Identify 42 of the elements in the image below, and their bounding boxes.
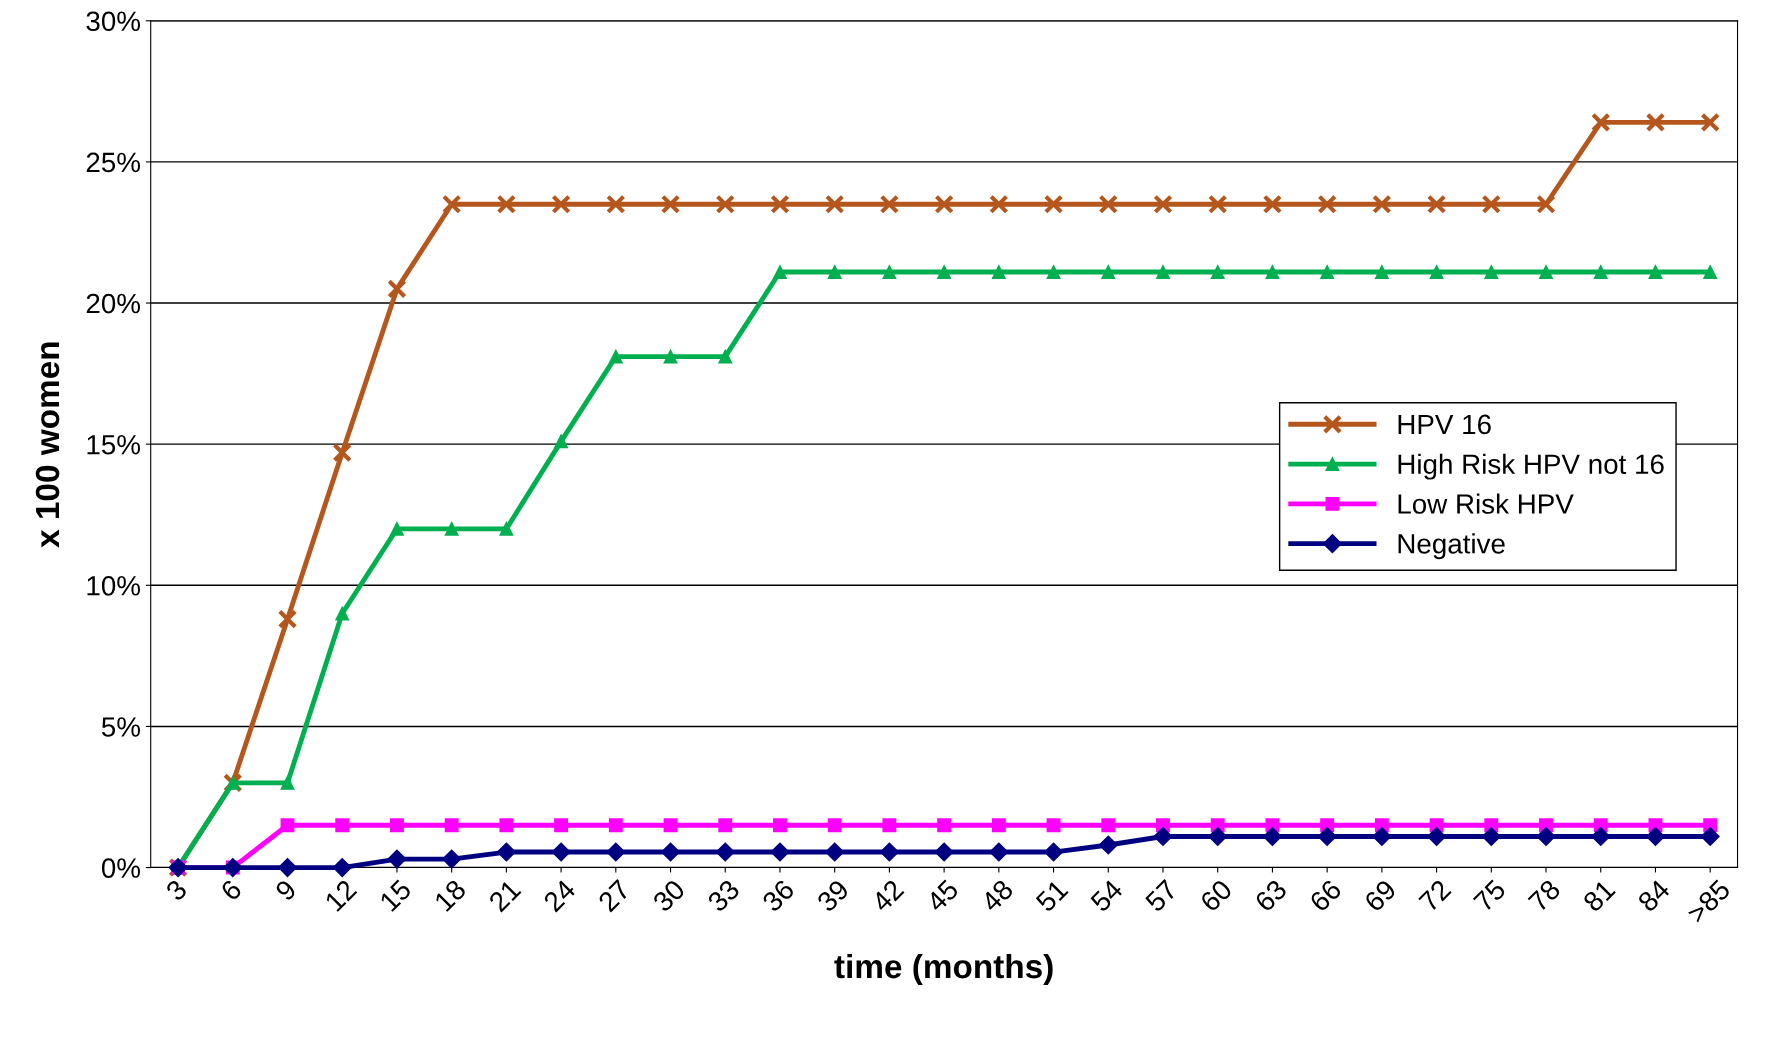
x-tick-label: 63: [1253, 878, 1288, 913]
x-tick-label: 48: [979, 878, 1015, 914]
x-tick-label: 15: [379, 878, 413, 913]
x-tick-label: 33: [706, 878, 741, 913]
x-axis-title: time (months): [834, 953, 1053, 985]
x-tick-label: 39: [815, 878, 850, 913]
y-tick-label: 30%: [86, 11, 140, 32]
y-tick-label: 0%: [101, 858, 140, 878]
legend-label: HPV 16: [1398, 414, 1491, 435]
x-tick-label: 84: [1636, 878, 1672, 913]
x-tick-label: 18: [433, 878, 467, 913]
x-tick-label: 60: [1199, 878, 1234, 913]
x-tick-label: 66: [1308, 878, 1343, 913]
x-tick-label: 75: [1472, 878, 1507, 913]
x-tick-label: 45: [925, 878, 960, 914]
y-tick-label: 5%: [101, 717, 140, 737]
y-axis-title: x 100 women: [35, 342, 60, 548]
x-tick-label: 21: [487, 878, 522, 913]
x-tick-label: 27: [597, 878, 631, 913]
y-tick-label: 15%: [87, 434, 140, 455]
x-tick-label: 3: [164, 878, 188, 902]
x-tick-label: 72: [1418, 878, 1452, 913]
x-tick-label: 57: [1144, 878, 1179, 913]
y-tick-label: 20%: [86, 293, 140, 314]
legend-label: High Risk HPV not 16: [1398, 453, 1664, 480]
x-tick-label: 36: [761, 878, 796, 913]
x-tick-label: 54: [1089, 878, 1124, 913]
x-tick-label: 30: [651, 878, 686, 913]
x-tick-label: 9: [274, 878, 298, 902]
legend-label: Negative: [1398, 533, 1505, 560]
x-tick-label: 6: [219, 878, 243, 902]
x-tick-label: 51: [1034, 878, 1069, 913]
y-tick-label: 25%: [86, 152, 140, 173]
x-tick-label: >85: [1685, 878, 1732, 925]
x-tick-label: 24: [542, 878, 577, 913]
x-tick-label: 12: [324, 878, 358, 912]
x-tick-label: 78: [1527, 878, 1562, 913]
legend-label: Low Risk HPV: [1398, 493, 1574, 514]
y-tick-label: 10%: [87, 575, 140, 596]
x-tick-label: 42: [870, 878, 905, 913]
x-tick-label: 69: [1363, 878, 1398, 913]
x-tick-label: 81: [1582, 878, 1616, 913]
